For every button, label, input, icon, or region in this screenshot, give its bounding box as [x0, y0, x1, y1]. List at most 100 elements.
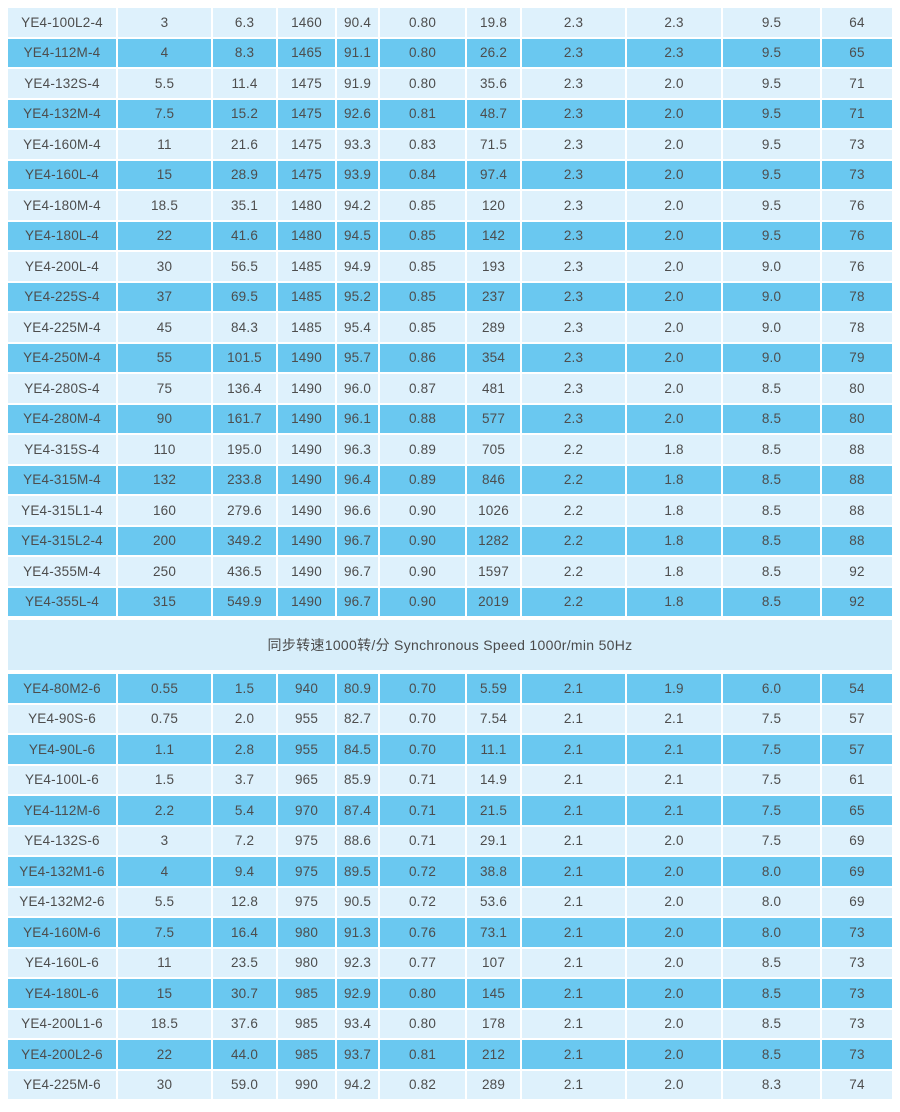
value-cell: 705	[467, 435, 522, 466]
value-cell: 9.5	[723, 69, 822, 100]
value-cell: 61	[822, 765, 892, 796]
value-cell: 4	[118, 38, 213, 69]
model-cell: YE4-180L-6	[8, 979, 118, 1010]
value-cell: 9.0	[723, 343, 822, 374]
value-cell: 136.4	[213, 374, 278, 405]
model-cell: YE4-315S-4	[8, 435, 118, 466]
value-cell: 88	[822, 435, 892, 466]
value-cell: 0.72	[380, 857, 467, 888]
value-cell: 1475	[278, 130, 337, 161]
value-cell: 96.7	[337, 557, 380, 588]
value-cell: 15	[118, 979, 213, 1010]
value-cell: 9.5	[723, 191, 822, 222]
value-cell: 7.5	[723, 796, 822, 827]
value-cell: 2.0	[627, 252, 723, 283]
value-cell: 195.0	[213, 435, 278, 466]
value-cell: 64	[822, 8, 892, 39]
value-cell: 94.2	[337, 191, 380, 222]
value-cell: 237	[467, 282, 522, 313]
value-cell: 8.5	[723, 1040, 822, 1071]
value-cell: 1490	[278, 496, 337, 527]
value-cell: 18.5	[118, 191, 213, 222]
value-cell: 2.0	[627, 948, 723, 979]
table-row: YE4-355L-4 315 549.9 1490 96.7 0.90 2019 2.2 1.8…	[8, 587, 892, 618]
value-cell: 1490	[278, 374, 337, 405]
model-cell: YE4-225S-4	[8, 282, 118, 313]
value-cell: 0.85	[380, 252, 467, 283]
value-cell: 2.0	[627, 1009, 723, 1040]
value-cell: 92.3	[337, 948, 380, 979]
value-cell: 2.1	[627, 765, 723, 796]
value-cell: 56.5	[213, 252, 278, 283]
value-cell: 96.3	[337, 435, 380, 466]
value-cell: 1.5	[213, 674, 278, 705]
value-cell: 7.5	[723, 735, 822, 766]
value-cell: 9.0	[723, 313, 822, 344]
value-cell: 88.6	[337, 826, 380, 857]
value-cell: 549.9	[213, 587, 278, 618]
value-cell: 23.5	[213, 948, 278, 979]
value-cell: 0.71	[380, 826, 467, 857]
value-cell: 69	[822, 887, 892, 918]
value-cell: 2.0	[627, 313, 723, 344]
value-cell: 0.86	[380, 343, 467, 374]
value-cell: 1485	[278, 252, 337, 283]
value-cell: 2.0	[627, 374, 723, 405]
value-cell: 0.70	[380, 674, 467, 705]
value-cell: 2.1	[522, 857, 627, 888]
value-cell: 2.3	[522, 99, 627, 130]
table-row: YE4-132S-6 3 7.2 975 88.6 0.71 29.1 2.1 2.0 7.5 69	[8, 826, 892, 857]
value-cell: 14.9	[467, 765, 522, 796]
model-cell: YE4-132M1-6	[8, 857, 118, 888]
value-cell: 577	[467, 404, 522, 435]
table-row: YE4-315M-4 132 233.8 1490 96.4 0.89 846 2.2 1.8 8…	[8, 465, 892, 496]
value-cell: 9.5	[723, 38, 822, 69]
value-cell: 1480	[278, 221, 337, 252]
value-cell: 2.3	[522, 282, 627, 313]
model-cell: YE4-160L-6	[8, 948, 118, 979]
value-cell: 1.1	[118, 735, 213, 766]
value-cell: 2.1	[627, 735, 723, 766]
value-cell: 3.7	[213, 765, 278, 796]
value-cell: 19.8	[467, 8, 522, 39]
value-cell: 85.9	[337, 765, 380, 796]
value-cell: 0.81	[380, 1040, 467, 1071]
value-cell: 48.7	[467, 99, 522, 130]
value-cell: 21.5	[467, 796, 522, 827]
value-cell: 0.70	[380, 735, 467, 766]
value-cell: 0.76	[380, 918, 467, 949]
value-cell: 76	[822, 221, 892, 252]
value-cell: 5.5	[118, 69, 213, 100]
model-cell: YE4-132S-6	[8, 826, 118, 857]
value-cell: 2.3	[522, 343, 627, 374]
model-cell: YE4-90L-6	[8, 735, 118, 766]
value-cell: 1.8	[627, 496, 723, 527]
table-row: YE4-200L-4 30 56.5 1485 94.9 0.85 193 2.3 2.0 9.0…	[8, 252, 892, 283]
value-cell: 91.1	[337, 38, 380, 69]
value-cell: 212	[467, 1040, 522, 1071]
value-cell: 73	[822, 1009, 892, 1040]
value-cell: 145	[467, 979, 522, 1010]
value-cell: 2.0	[627, 404, 723, 435]
value-cell: 73	[822, 948, 892, 979]
model-cell: YE4-355L-4	[8, 587, 118, 618]
value-cell: 2.2	[522, 587, 627, 618]
value-cell: 21.6	[213, 130, 278, 161]
table-row: YE4-160L-4 15 28.9 1475 93.9 0.84 97.4 2.3 2.0 9.…	[8, 160, 892, 191]
value-cell: 2.1	[522, 765, 627, 796]
value-cell: 0.85	[380, 221, 467, 252]
value-cell: 2.0	[213, 704, 278, 735]
value-cell: 3	[118, 826, 213, 857]
value-cell: 2019	[467, 587, 522, 618]
value-cell: 1460	[278, 8, 337, 39]
value-cell: 69.5	[213, 282, 278, 313]
value-cell: 95.2	[337, 282, 380, 313]
value-cell: 279.6	[213, 496, 278, 527]
value-cell: 2.1	[522, 796, 627, 827]
model-cell: YE4-160M-4	[8, 130, 118, 161]
value-cell: 436.5	[213, 557, 278, 588]
value-cell: 481	[467, 374, 522, 405]
table-row: YE4-280M-4 90 161.7 1490 96.1 0.88 577 2.3 2.0 8.…	[8, 404, 892, 435]
value-cell: 2.2	[522, 465, 627, 496]
value-cell: 5.4	[213, 796, 278, 827]
